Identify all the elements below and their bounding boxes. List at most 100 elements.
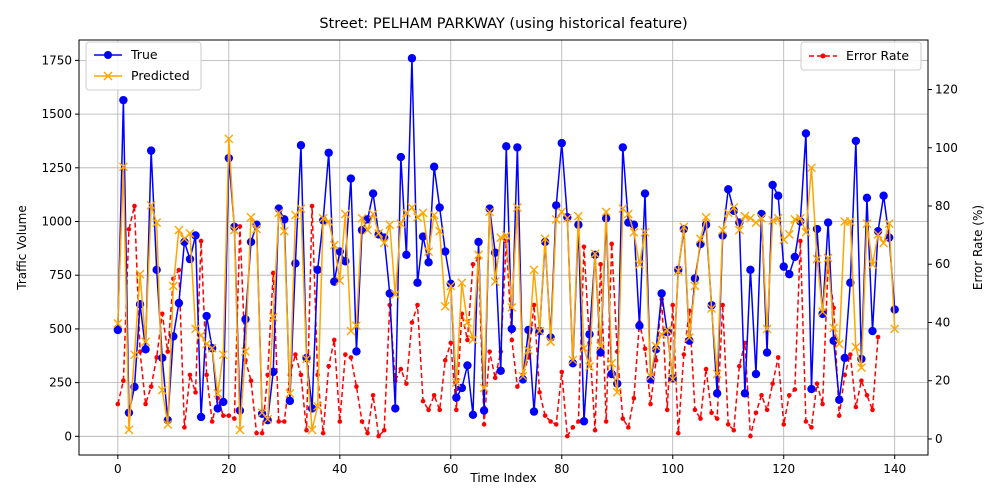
predicted-point — [146, 200, 156, 210]
error-rate-point — [354, 384, 359, 389]
true-point — [785, 269, 794, 279]
error-rate-point — [370, 392, 376, 398]
error-rate-point — [737, 363, 742, 369]
x-tick-label: 120 — [772, 462, 795, 476]
error-rate-point — [448, 340, 454, 346]
legend-left-box — [85, 41, 202, 91]
predicted-point — [118, 162, 128, 172]
error-rate-point — [381, 427, 387, 433]
error-rate-point — [487, 349, 492, 354]
predicted-point — [196, 330, 206, 340]
predicted-point — [690, 281, 700, 291]
true-point — [690, 274, 700, 283]
true-point — [213, 404, 222, 413]
true-point — [502, 142, 511, 151]
true-point — [169, 332, 178, 341]
predicted-point — [474, 250, 484, 260]
error-rate-point — [309, 203, 315, 209]
error-rate-point — [792, 387, 798, 392]
true-point — [585, 330, 594, 339]
true-point — [768, 180, 777, 190]
x-axis-label: Time Index — [469, 471, 536, 485]
error-rate-point — [437, 407, 442, 413]
error-rate-point — [542, 413, 548, 418]
error-rate-point — [337, 419, 343, 424]
predicted-point — [424, 247, 434, 257]
error-rate-point — [803, 419, 809, 424]
true-point — [246, 237, 256, 247]
legend-error-label: Error Rate — [846, 48, 909, 63]
predicted-point — [340, 209, 350, 219]
x-tick-label: 20 — [221, 462, 236, 476]
error-rate-point — [664, 407, 670, 413]
error-rate-point — [265, 372, 270, 378]
true-point — [196, 412, 206, 422]
predicted-point — [152, 218, 162, 228]
error-rate-point — [209, 419, 215, 424]
predicted-point — [601, 207, 611, 217]
predicted-point — [607, 358, 617, 368]
predicted-point — [879, 238, 889, 248]
true-point — [313, 265, 322, 275]
y-tick-label: 1250 — [41, 161, 72, 175]
true-point — [862, 193, 872, 203]
predicted-point — [501, 230, 511, 240]
legend-error-marker — [820, 53, 826, 59]
error-rate-point — [426, 407, 431, 413]
error-rate-point — [592, 427, 598, 433]
true-point — [174, 298, 184, 308]
error-rate-point — [565, 433, 570, 439]
true-point — [724, 185, 733, 194]
predicted-point — [751, 218, 761, 228]
predicted-point — [540, 234, 550, 244]
predicted-point — [141, 337, 151, 347]
predicted-point — [651, 341, 661, 351]
predicted-point — [390, 290, 400, 300]
true-point — [529, 407, 539, 416]
error-rate-point — [420, 398, 426, 404]
true-point — [640, 189, 650, 198]
error-rate-point — [875, 334, 881, 340]
y-axis-right: 0 20 40 60 80 100 120 — [928, 83, 958, 446]
predicted-point — [612, 387, 622, 397]
predicted-point — [129, 350, 139, 360]
error-rate-point — [348, 355, 354, 360]
true-point — [324, 148, 333, 157]
error-rate-point — [836, 413, 842, 418]
true-point — [452, 393, 461, 402]
predicted-point — [695, 234, 705, 244]
true-point — [851, 136, 861, 146]
true-point — [801, 129, 811, 138]
predicted-point — [462, 317, 472, 327]
predicted-point — [562, 213, 572, 223]
predicted-point — [379, 238, 389, 248]
true-point — [474, 237, 483, 247]
true-point — [185, 254, 195, 264]
predicted-point — [274, 208, 284, 218]
legend-left: True Predicted — [85, 41, 202, 91]
predicted-point — [573, 211, 583, 221]
predicted-point — [429, 210, 439, 220]
predicted-point — [623, 209, 633, 219]
true-point — [391, 404, 400, 413]
true-point — [479, 406, 489, 415]
true-point — [829, 336, 838, 345]
chart-title: Street: PELHAM PARKWAY (using historical… — [319, 16, 687, 32]
error-rate-point — [404, 381, 409, 386]
true-point — [158, 353, 167, 363]
predicted-point — [634, 259, 644, 269]
predicted-point — [868, 259, 878, 269]
error-rate-point — [553, 422, 559, 427]
predicted-point — [873, 229, 883, 239]
predicted-point — [823, 253, 833, 263]
predicted-point — [363, 225, 373, 235]
error-rate-point — [148, 384, 154, 389]
predicted-point — [163, 420, 173, 429]
predicted-point — [412, 212, 422, 222]
error-rate-point — [725, 422, 731, 427]
error-rate-point — [282, 419, 287, 424]
true-point — [879, 191, 888, 200]
predicted-point — [551, 214, 561, 224]
error-rate-point — [692, 407, 698, 413]
error-rate-point — [709, 410, 714, 416]
